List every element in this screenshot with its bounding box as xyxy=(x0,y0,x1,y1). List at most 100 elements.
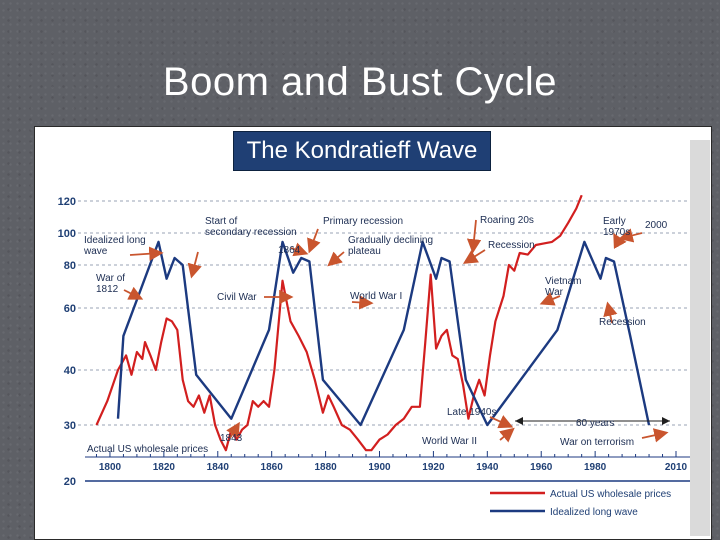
x-axis: 1800 1820 1840 1860 1880 1900 1920 1940 1960 1980… xyxy=(85,451,690,482)
x-tick-label: 1820 xyxy=(153,462,176,473)
annotation-line: Civil War xyxy=(217,292,257,303)
annotation-line: Idealized long xyxy=(84,235,146,246)
annotation-label: War of 1812 xyxy=(96,273,125,295)
x-tick-label: 1940 xyxy=(476,462,499,473)
annotation-arrow xyxy=(226,421,240,439)
x-tick-label: 1960 xyxy=(530,462,553,473)
x-tick-label: 1840 xyxy=(207,462,230,473)
annotation-line: Vietnam xyxy=(545,276,582,287)
annotation-label: 1864 xyxy=(278,245,301,256)
annotation-line: Recession xyxy=(599,317,646,328)
annotation-label: Start of secondary recession xyxy=(205,216,297,238)
annotation-line: Roaring 20s xyxy=(480,215,534,226)
annotation-line: War on terrorism xyxy=(560,437,634,448)
annotations: Idealized long wave War of 1812 Start of seco… xyxy=(83,215,668,455)
annotation-arrows xyxy=(123,219,670,443)
annotation-label: Idealized long wave xyxy=(83,235,146,257)
annotation-label: Vietnam War xyxy=(545,276,582,298)
series-line-idealized-wave xyxy=(116,240,651,427)
annotation-label: Actual US wholesale prices xyxy=(87,444,208,455)
annotation-line: World War II xyxy=(422,436,477,447)
annotation-label: Early 1970s xyxy=(603,216,630,238)
annotation-label: Roaring 20s xyxy=(480,215,534,226)
annotation-line: 1812 xyxy=(96,284,119,295)
annotation-arrow xyxy=(539,292,561,306)
annotation-line: Start of xyxy=(205,216,237,227)
legend-label: Idealized long wave xyxy=(550,507,638,518)
annotation-line: Early xyxy=(603,216,626,227)
x-tick-label: 1880 xyxy=(314,462,337,473)
slide-title: Boom and Bust Cycle xyxy=(162,60,558,104)
chart-frame xyxy=(34,126,712,540)
annotation-line: 2000 xyxy=(645,220,668,231)
annotation-arrow xyxy=(613,232,627,249)
series-group xyxy=(95,195,651,452)
annotation-label: Gradually declining plateau xyxy=(348,235,433,257)
y-tick-label: 120 xyxy=(58,196,76,208)
annotation-label: War on terrorism xyxy=(560,437,634,448)
annotation-line: plateau xyxy=(348,246,381,257)
y-tick-label: 100 xyxy=(58,228,76,240)
annotation-line: Recession xyxy=(488,240,535,251)
annotation-line: 1864 xyxy=(278,245,301,256)
span-bracket-right xyxy=(662,417,670,425)
annotation-line: War xyxy=(545,287,564,298)
chart-title: The Kondratieff Wave xyxy=(233,131,491,171)
legend: Actual US wholesale prices Idealized long… xyxy=(490,489,671,518)
annotation-label: World War II xyxy=(422,436,477,447)
gridlines xyxy=(78,200,690,426)
span-bracket-left xyxy=(515,417,523,425)
annotation-label: Recession xyxy=(488,240,535,251)
annotation-line: Late 1940s xyxy=(447,407,497,418)
annotation-line: World War I xyxy=(350,291,402,302)
y-tick-label: 20 xyxy=(64,476,76,488)
annotation-line: War of xyxy=(96,273,125,284)
chart-right-margin xyxy=(690,140,710,536)
annotation-arrow xyxy=(290,242,309,257)
annotation-arrow xyxy=(129,246,164,261)
annotation-label: Primary recession xyxy=(323,216,403,227)
annotation-arrow xyxy=(489,415,514,429)
annotation-line: wave xyxy=(83,246,108,257)
annotation-arrow xyxy=(499,427,515,443)
y-tick-label: 80 xyxy=(64,260,76,272)
annotation-arrow xyxy=(466,219,482,254)
series-line-actual-prices xyxy=(95,195,583,452)
x-tick-label: 1800 xyxy=(99,462,122,473)
annotation-line: 1970s xyxy=(603,227,630,238)
annotation-line: secondary recession xyxy=(205,227,297,238)
annotation-line: 1843 xyxy=(220,433,243,444)
annotation-arrow xyxy=(603,301,618,324)
annotation-label: World War I xyxy=(350,291,402,302)
y-tick-label: 40 xyxy=(64,365,76,377)
x-tick-label: 1980 xyxy=(584,462,607,473)
annotation-line: Primary recession xyxy=(323,216,403,227)
annotation-arrow xyxy=(618,228,643,243)
annotation-label: 60 years xyxy=(576,418,614,429)
annotation-arrow xyxy=(187,251,202,279)
legend-label: Actual US wholesale prices xyxy=(550,489,671,500)
annotation-line: 60 years xyxy=(576,418,614,429)
x-tick-label: 1900 xyxy=(368,462,391,473)
annotation-arrow xyxy=(351,295,374,310)
y-axis-ticks: 20 30 40 60 80 100 120 xyxy=(58,196,76,488)
annotation-arrow xyxy=(462,249,486,264)
annotation-arrow xyxy=(641,428,669,443)
annotation-line: Gradually declining xyxy=(348,235,433,246)
y-tick-label: 60 xyxy=(64,303,76,315)
annotation-arrow xyxy=(123,286,144,300)
annotation-label: 1843 xyxy=(220,433,243,444)
y-tick-label: 30 xyxy=(64,420,76,432)
x-tick-label: 2010 xyxy=(665,462,688,473)
annotation-label: Late 1940s xyxy=(447,407,497,418)
annotation-label: 2000 xyxy=(645,220,668,231)
annotation-arrow xyxy=(327,251,345,267)
series-lines xyxy=(95,195,651,452)
annotation-label: Recession xyxy=(599,317,646,328)
annotation-arrow xyxy=(307,228,321,254)
annotation-label: Civil War xyxy=(217,292,257,303)
x-tick-label: 1860 xyxy=(261,462,284,473)
annotation-line: Actual US wholesale prices xyxy=(87,444,208,455)
x-tick-label: 1920 xyxy=(422,462,445,473)
